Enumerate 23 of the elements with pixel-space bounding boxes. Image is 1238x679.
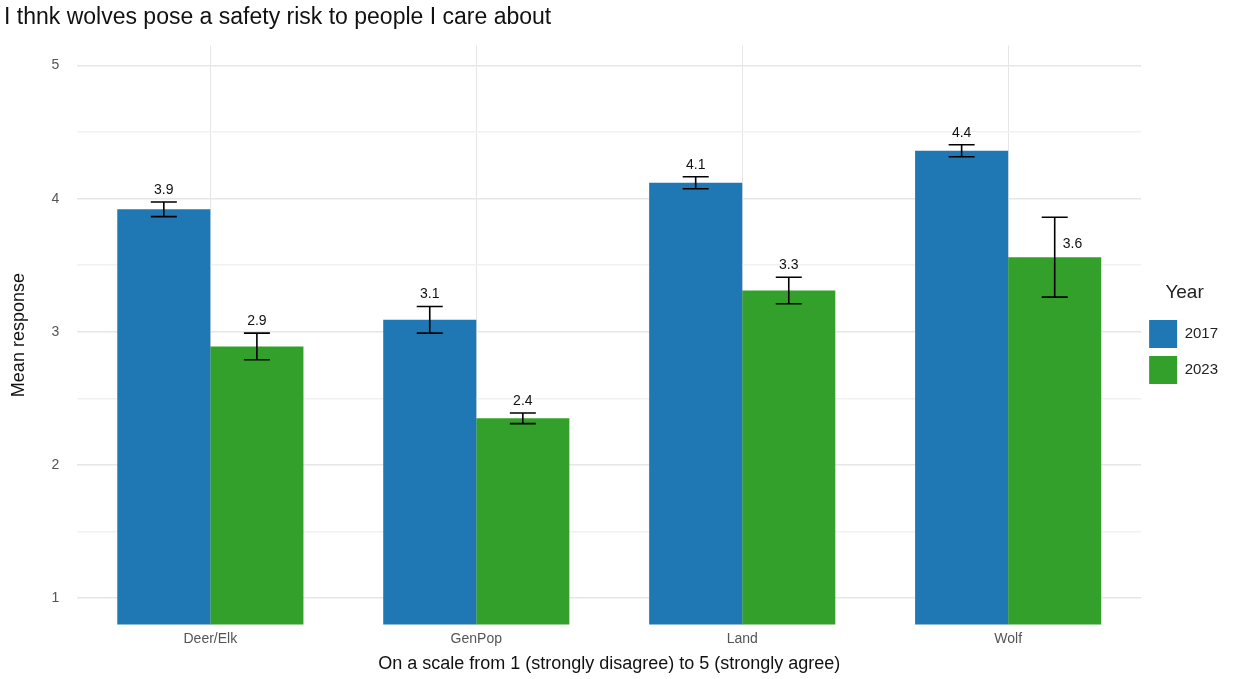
x-tick-label: Wolf <box>994 629 1023 646</box>
data-label: 4.4 <box>951 123 972 140</box>
data-label: 3.3 <box>779 256 799 273</box>
data-label: 4.1 <box>685 155 706 172</box>
y-tick-label: 5 <box>51 56 60 73</box>
chart-title: I thnk wolves pose a safety risk to people I care about <box>4 3 552 30</box>
y-tick-label: 3 <box>51 322 60 339</box>
legend-title: Year <box>1165 280 1205 302</box>
x-tick-label: GenPop <box>450 629 503 646</box>
legend-label: 2023 <box>1184 360 1219 378</box>
y-tick-label: 2 <box>51 455 60 472</box>
y-tick-label: 1 <box>51 588 60 605</box>
data-label: 2.9 <box>247 311 267 328</box>
x-tick-label: Deer/Elk <box>183 629 239 646</box>
y-axis-title: Mean response <box>7 273 28 398</box>
data-label: 3.1 <box>420 285 440 302</box>
y-tick-label: 4 <box>51 189 60 206</box>
x-tick-label: Land <box>726 629 758 646</box>
legend-label: 2017 <box>1184 324 1219 342</box>
data-label: 3.6 <box>1062 235 1083 252</box>
x-axis-title: On a scale from 1 (strongly disagree) to 5 (strongly agree) <box>378 653 841 674</box>
data-label: 3.9 <box>154 180 174 197</box>
data-label: 2.4 <box>513 391 533 408</box>
